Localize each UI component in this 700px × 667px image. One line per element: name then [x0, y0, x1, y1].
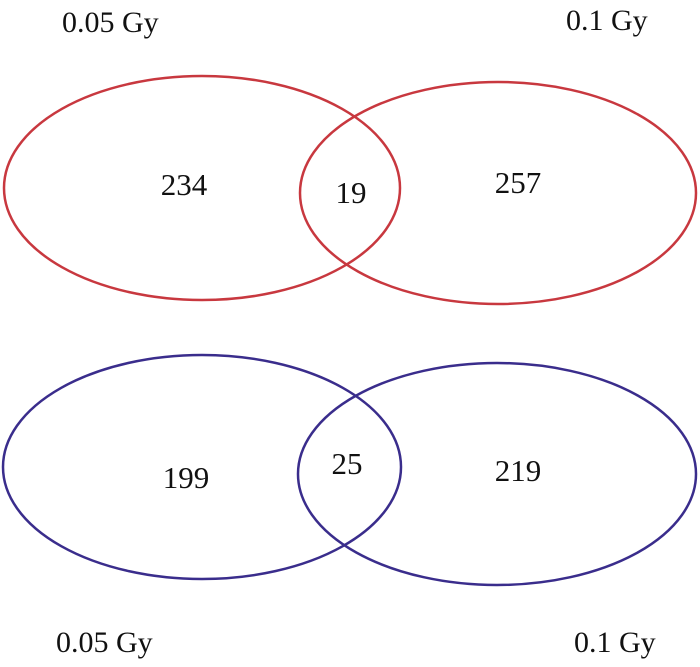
bottom-intersection-count: 25 [332, 446, 363, 481]
bottom-left-set-ellipse [1, 353, 403, 581]
top-intersection-count: 19 [336, 175, 367, 210]
top-left-only-count: 234 [161, 167, 208, 202]
top-left-set-label: 0.05 Gy [62, 6, 159, 39]
top-right-only-count: 257 [495, 165, 542, 200]
bottom-right-only-count: 219 [495, 453, 542, 488]
bottom-right-set-ellipse [296, 361, 698, 587]
top-right-set-ellipse [298, 80, 698, 306]
top-right-set-label: 0.1 Gy [566, 4, 648, 37]
venn-top: 0.05 Gy 0.1 Gy 234 19 257 [2, 4, 698, 306]
bottom-right-set-label: 0.1 Gy [574, 626, 656, 659]
bottom-left-only-count: 199 [163, 460, 210, 495]
top-left-set-ellipse [2, 74, 402, 302]
bottom-left-set-label: 0.05 Gy [56, 626, 153, 659]
venn-bottom: 0.05 Gy 0.1 Gy 199 25 219 [1, 353, 698, 659]
